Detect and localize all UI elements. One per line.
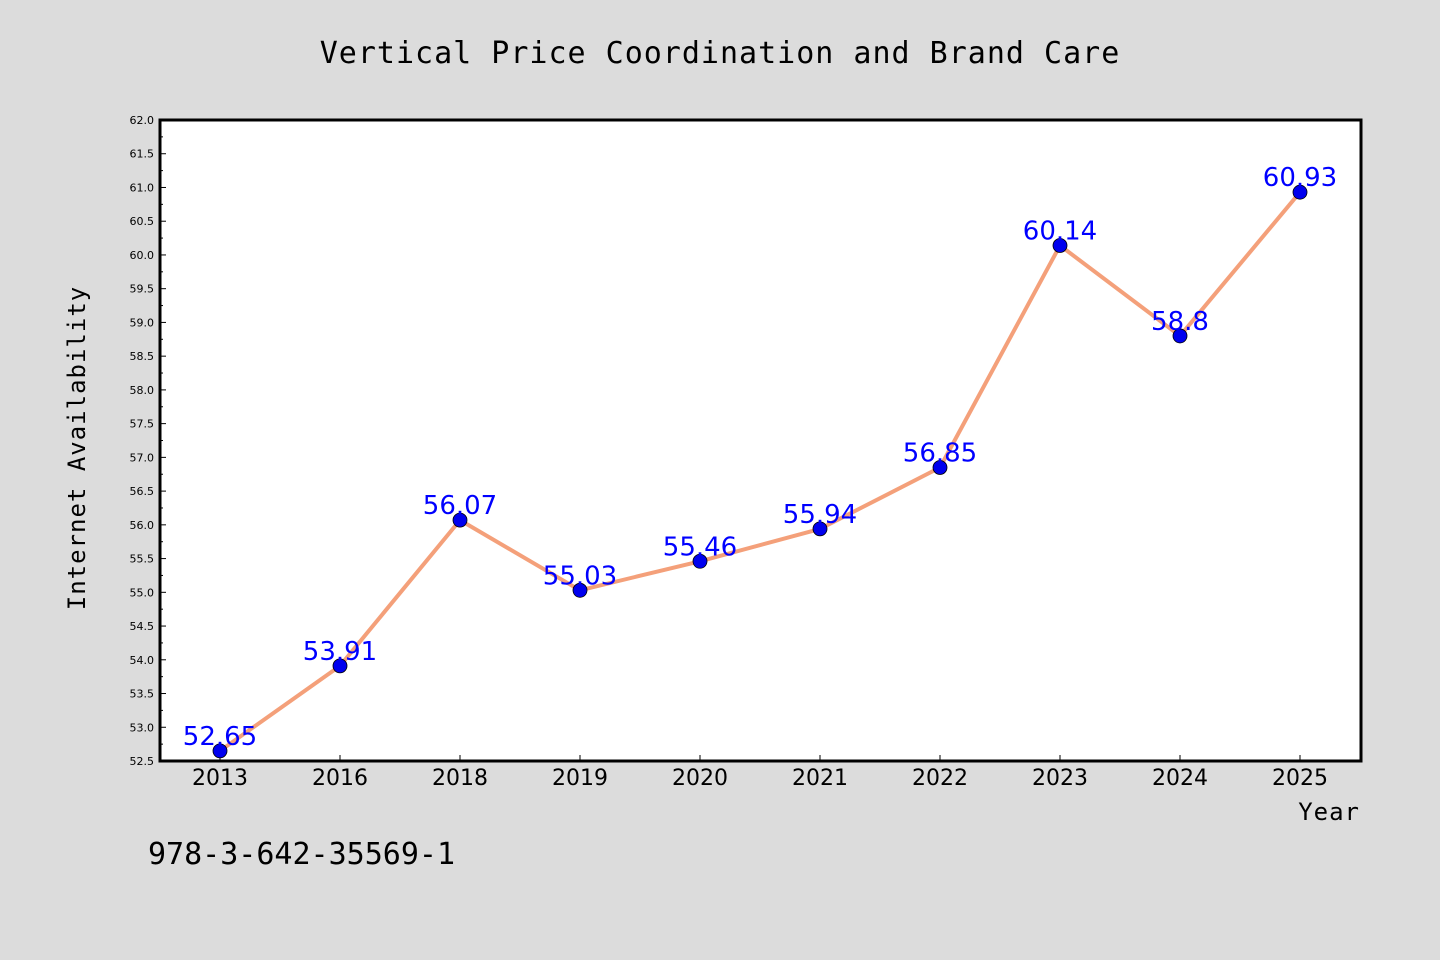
y-tick-label: 53.5	[130, 688, 155, 701]
data-point	[572, 582, 588, 598]
data-label: 55.46	[663, 532, 737, 562]
plot-area	[158, 118, 1363, 763]
chart-title: Vertical Price Coordination and Brand Ca…	[320, 36, 1121, 71]
x-tick-label: 2022	[912, 766, 968, 791]
y-tick-label: 61.5	[130, 148, 155, 161]
series-layer: 52.65 53.91 56.07 55.03 55.46 55.94 56.85 60.14…	[183, 163, 1337, 759]
data-label: 52.65	[183, 722, 257, 752]
data-point	[1172, 328, 1188, 344]
x-tick-label: 2023	[1032, 766, 1088, 791]
x-tick-label: 2025	[1272, 766, 1328, 791]
y-tick-label: 62.0	[130, 114, 155, 127]
y-tick-label: 61.0	[130, 181, 155, 194]
x-tick-label: 2020	[672, 766, 728, 791]
y-tick-label: 54.0	[130, 654, 155, 667]
y-tick-label: 55.5	[130, 553, 155, 566]
data-label: 56.85	[903, 438, 977, 468]
y-axis-label: Internet Availability	[63, 286, 91, 610]
x-tick-label: 2018	[432, 766, 488, 791]
data-point	[1052, 238, 1068, 253]
y-tick-label: 59.0	[130, 316, 155, 329]
data-label: 58.8	[1151, 307, 1209, 337]
data-label: 53.91	[303, 637, 377, 667]
data-label: 55.03	[543, 561, 617, 591]
y-tick-label: 60.0	[130, 249, 155, 262]
x-tick-label: 2019	[552, 766, 608, 791]
data-label: 60.14	[1023, 217, 1097, 247]
x-tick-label: 2016	[312, 766, 368, 791]
data-point	[692, 553, 708, 569]
data-point	[332, 658, 348, 674]
y-tick-label: 56.5	[130, 485, 155, 498]
x-tick-label: 2021	[792, 766, 848, 791]
data-label: 55.94	[783, 500, 857, 530]
y-tick-label: 57.0	[130, 451, 155, 464]
x-tick-label: 2024	[1152, 766, 1208, 791]
y-tick-label: 52.5	[130, 755, 155, 768]
data-label: 60.93	[1263, 163, 1337, 193]
y-tick-label: 58.5	[130, 350, 155, 363]
y-tick-label: 53.0	[130, 721, 155, 734]
y-tick-label: 56.0	[130, 519, 155, 532]
x-tick-label: 2013	[192, 766, 248, 791]
series-line	[218, 190, 1302, 753]
x-axis-label: Year	[1298, 798, 1360, 826]
data-point	[932, 460, 948, 475]
data-point	[1292, 184, 1308, 200]
y-tick-label: 57.5	[130, 418, 155, 431]
data-point	[812, 521, 828, 537]
y-tick-label: 54.5	[130, 620, 155, 633]
data-label: 56.07	[423, 491, 497, 521]
isbn-footer: 978-3-642-35569-1	[148, 837, 455, 872]
y-tick-label: 59.5	[130, 283, 155, 296]
y-tick-label: 58.0	[130, 384, 155, 397]
y-tick-label: 55.0	[130, 586, 155, 599]
data-point	[212, 743, 228, 759]
y-axis-ticks: 52.5 53.0 53.5 54.0 54.5 55.0 55.5 56.0 56.5 57.0…	[130, 114, 166, 768]
data-point	[452, 512, 468, 528]
x-axis-ticks: 2013 2016 2018 2019 2020 2021 2022 2023 2024 2025	[192, 755, 1328, 791]
y-tick-label: 60.5	[130, 215, 155, 228]
